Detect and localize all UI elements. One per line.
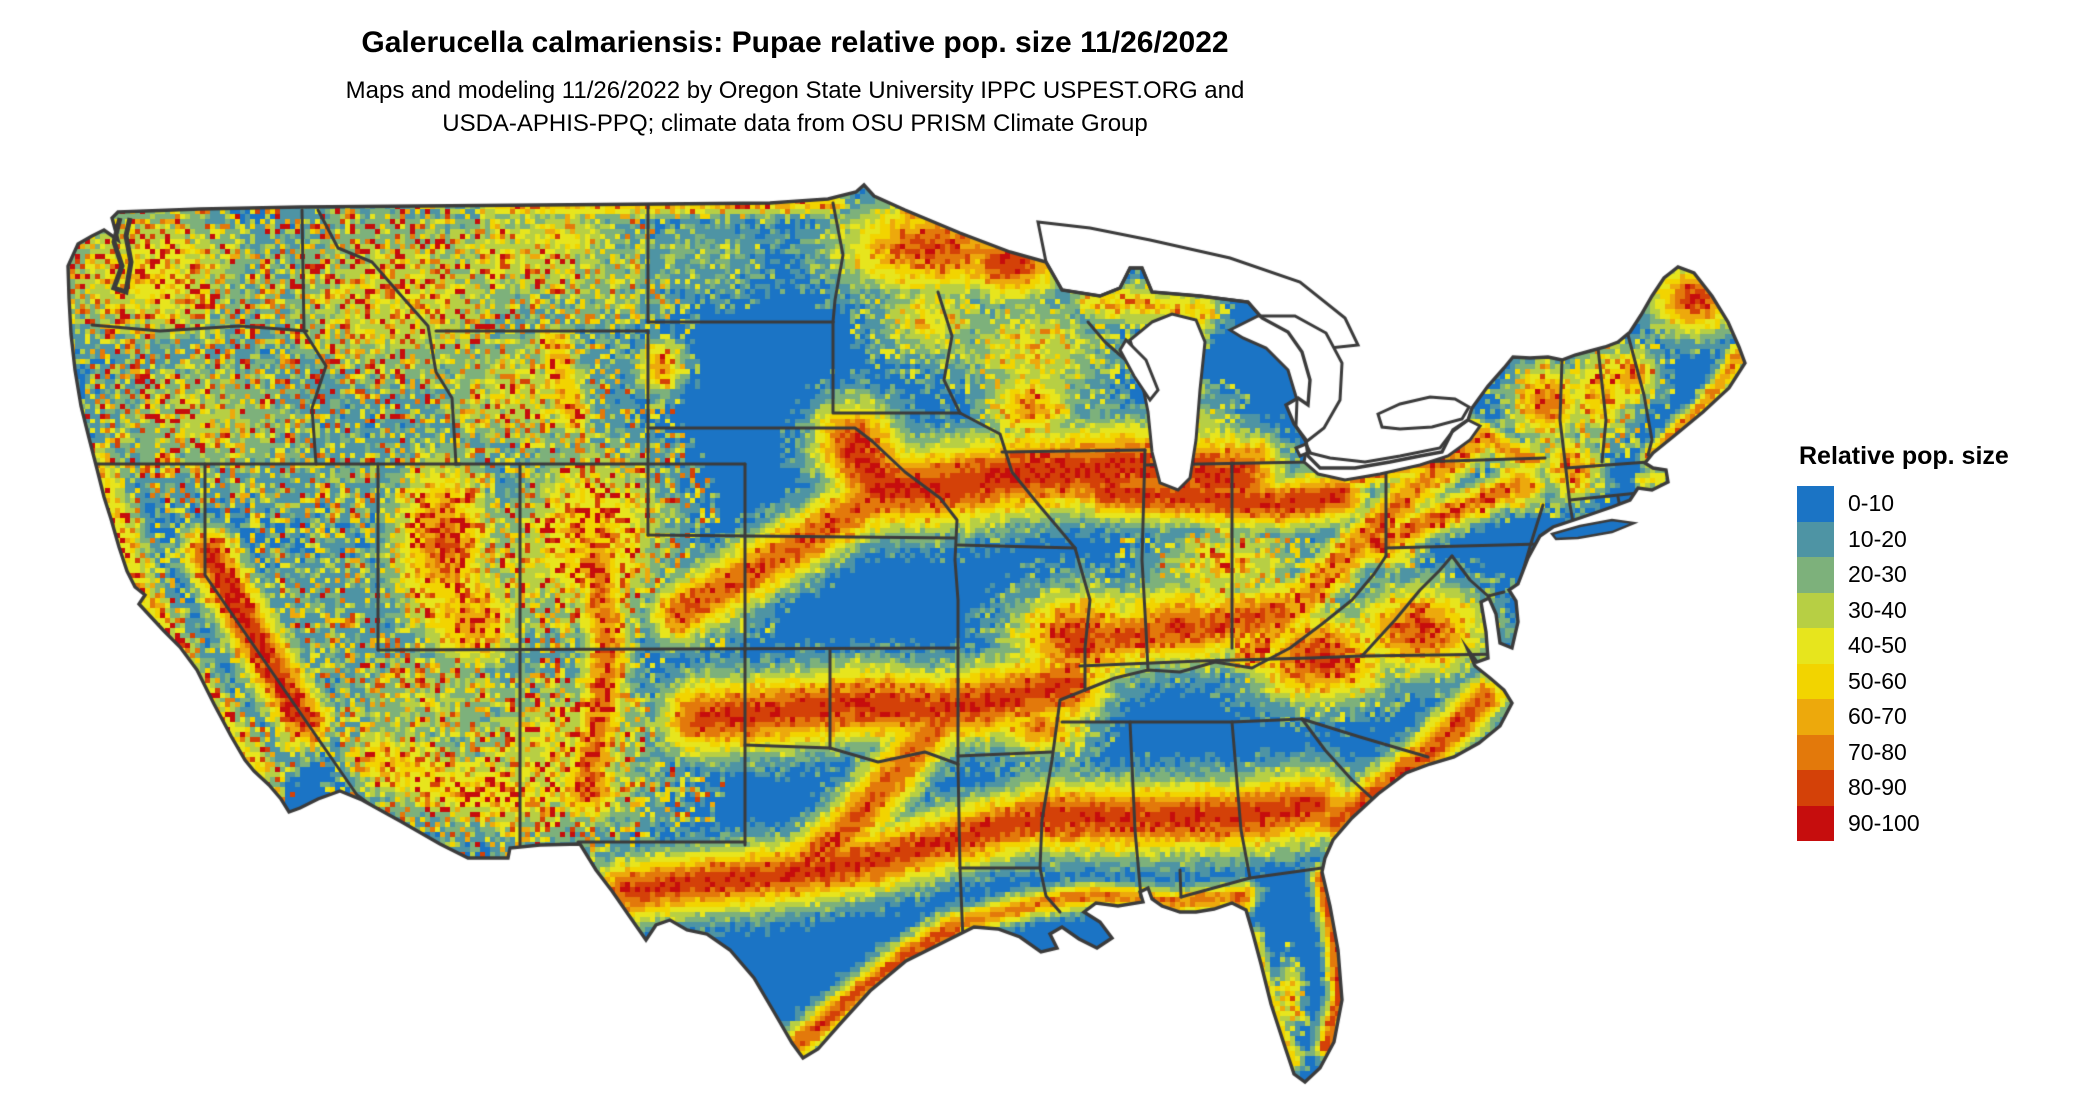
legend-row: 0-10 [1797, 486, 2009, 522]
legend-row: 70-80 [1797, 734, 2009, 770]
legend-row: 10-20 [1797, 521, 2009, 557]
legend-swatch [1797, 805, 1834, 841]
legend-row: 90-100 [1797, 805, 2009, 841]
title-block: Galerucella calmariensis: Pupae relative… [0, 26, 1590, 140]
legend-label: 30-40 [1848, 596, 1907, 623]
legend-label: 50-60 [1848, 667, 1907, 694]
legend-row: 30-40 [1797, 592, 2009, 628]
legend-label: 90-100 [1848, 809, 1920, 836]
legend-label: 80-90 [1848, 774, 1907, 800]
legend-label: 20-30 [1848, 561, 1907, 587]
legend-swatch [1797, 734, 1834, 770]
legend-swatch [1797, 770, 1834, 806]
legend-swatch [1797, 592, 1834, 628]
legend-swatch [1797, 628, 1834, 664]
legend-label: 70-80 [1848, 738, 1907, 765]
legend-items: 0-10 10-20 20-30 30-40 40-50 50-60 60-70 70-80 8… [1797, 486, 2009, 841]
legend-label: 60-70 [1848, 703, 1907, 729]
legend-swatch [1797, 663, 1834, 699]
legend-row: 60-70 [1797, 699, 2009, 735]
legend-title: Relative pop. size [1799, 442, 2009, 470]
legend-row: 20-30 [1797, 557, 2009, 593]
map-title: Galerucella calmariensis: Pupae relative… [361, 26, 1229, 59]
legend-label: 40-50 [1848, 632, 1907, 658]
map-subtitle: Maps and modeling 11/26/2022 by Oregon S… [0, 74, 1590, 140]
legend-swatch [1797, 521, 1834, 557]
map-subtitle-line1: Maps and modeling 11/26/2022 by Oregon S… [345, 77, 1245, 104]
legend-swatch [1797, 486, 1834, 522]
legend-row: 40-50 [1797, 628, 2009, 664]
legend-label: 0-10 [1848, 490, 1895, 516]
legend-swatch [1797, 699, 1834, 735]
legend-swatch [1797, 557, 1834, 593]
legend-row: 50-60 [1797, 663, 2009, 699]
map-subtitle-line2: USDA-APHIS-PPQ; climate data from OSU PR… [442, 110, 1148, 137]
legend-row: 80-90 [1797, 770, 2009, 806]
legend-label: 10-20 [1848, 525, 1907, 552]
legend: Relative pop. size 0-10 10-20 20-30 30-40 40… [1797, 442, 2009, 841]
